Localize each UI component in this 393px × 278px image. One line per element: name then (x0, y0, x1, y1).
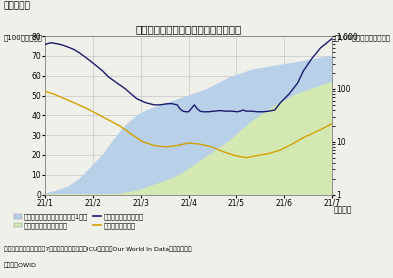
Text: （100人あたり）: （100人あたり） (4, 35, 43, 41)
Text: （日次）: （日次） (334, 206, 353, 215)
Text: （図表３）: （図表３） (4, 1, 31, 10)
Title: 英国のワクチン接種とコロナ禍の状況: 英国のワクチン接種とコロナ禍の状況 (136, 24, 242, 34)
Text: （注）新規感染者は後方7日移動平均、重症者はICU利用者（Our World In Dataによる集計）: （注）新規感染者は後方7日移動平均、重症者はICU利用者（Our World I… (4, 246, 191, 252)
Text: （資料）OWID: （資料）OWID (4, 263, 37, 268)
Legend: ワクチン接種者（少なくとも1回）, ワクチン接種者（完了）, 新規感染者数（右軸）, 重症者数（右軸）: ワクチン接種者（少なくとも1回）, ワクチン接種者（完了）, 新規感染者数（右軸… (11, 211, 146, 232)
Text: （100万人あたり、対数）: （100万人あたり、対数） (335, 35, 391, 41)
